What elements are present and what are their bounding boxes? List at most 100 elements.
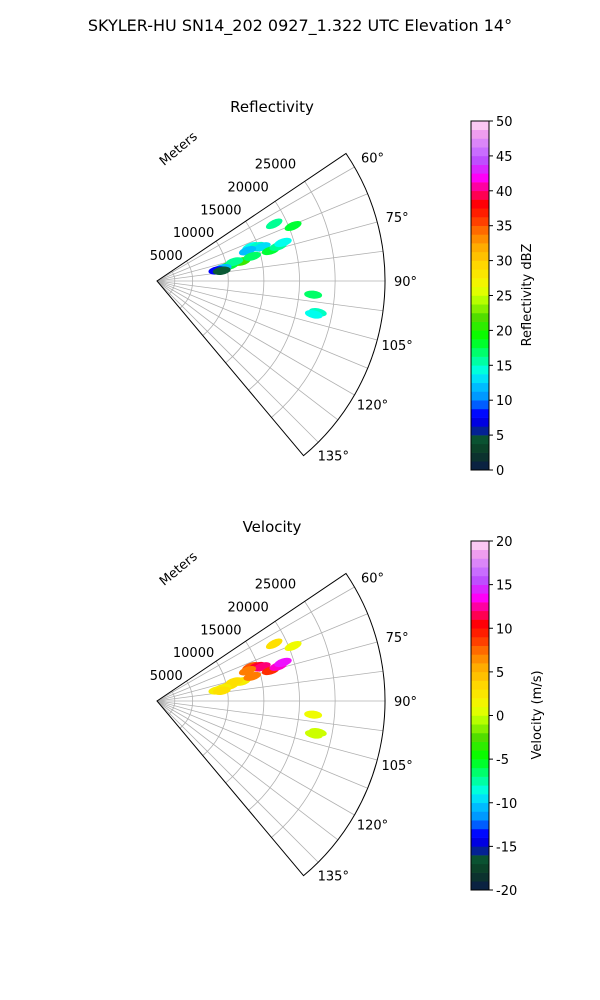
echo-cell <box>225 677 244 687</box>
azimuth-gridline <box>156 280 384 312</box>
colorbar-segment <box>471 182 489 192</box>
colorbar-segment <box>471 374 489 384</box>
colorbar-segment <box>471 243 489 253</box>
colorbar-segment <box>471 260 489 270</box>
velocity-colorbar-label: Velocity (m/s) <box>530 670 545 759</box>
colorbar-segment <box>471 147 489 157</box>
range-ring <box>225 221 265 364</box>
range-ring <box>202 240 229 336</box>
range-ring <box>271 601 336 838</box>
colorbar-segment <box>471 558 489 568</box>
echo-cell <box>243 251 261 261</box>
colorbar-segment <box>471 225 489 235</box>
colorbar-segment <box>471 837 489 847</box>
range-ring <box>225 641 265 784</box>
echo-cell <box>304 309 323 319</box>
reflectivity-panel: Reflectivity Meters Reflectivity dBZ 500… <box>150 98 535 479</box>
sector-frame <box>156 152 386 457</box>
colorbar-segment <box>471 426 489 436</box>
azimuth-gridline <box>156 700 368 789</box>
colorbar-tick-label: -5 <box>496 753 509 768</box>
colorbar-segment <box>471 628 489 638</box>
echo-cell <box>304 710 323 719</box>
colorbar-segment <box>471 881 489 891</box>
colorbar-segment <box>471 732 489 742</box>
range-tick-label: 20000 <box>227 180 268 195</box>
azimuth-tick-label: 90° <box>394 695 417 710</box>
colorbar-tick-label: -10 <box>496 797 517 812</box>
reflectivity-plot: 5000 10000 15000 20000 25000 60° 75° 90° 105° 120… <box>150 115 513 479</box>
colorbar-tick-label: 50 <box>496 115 513 130</box>
colorbar-segment <box>471 610 489 620</box>
range-tick-label: 15000 <box>200 623 241 638</box>
colorbar-segment <box>471 619 489 629</box>
colorbar-segment <box>471 164 489 174</box>
colorbar-segment <box>471 567 489 577</box>
colorbar-segment <box>471 863 489 873</box>
colorbar-tick-label: 10 <box>496 394 513 409</box>
sector-frame <box>156 572 386 877</box>
colorbar-segment <box>471 234 489 244</box>
azimuth-gridline <box>156 280 319 443</box>
range-tick-label: 5000 <box>150 249 183 264</box>
colorbar-segment <box>471 347 489 357</box>
colorbar-tick-label: -15 <box>496 840 517 855</box>
colorbar-segment <box>471 741 489 751</box>
colorbar-segment <box>471 382 489 392</box>
colorbar-segment <box>471 269 489 279</box>
colorbar-tick-label: 15 <box>496 359 513 374</box>
azimuth-tick-label: 105° <box>381 339 412 354</box>
echo-cell <box>265 218 283 230</box>
echo-cell <box>284 221 302 232</box>
colorbar-segment <box>471 365 489 375</box>
colorbar-tick-label: 35 <box>496 220 513 235</box>
colorbar-tick-label: 10 <box>496 622 513 637</box>
colorbar-segment <box>471 443 489 453</box>
colorbar-segment <box>471 794 489 804</box>
azimuth-tick-label: 105° <box>381 759 412 774</box>
colorbar-segment <box>471 356 489 366</box>
colorbar-segment <box>471 121 489 131</box>
azimuth-tick-label: 120° <box>357 398 388 413</box>
colorbar-tick-label: 20 <box>496 535 513 550</box>
colorbar-tick-label: 5 <box>496 666 504 681</box>
colorbar-segment <box>471 706 489 716</box>
echo-cell <box>212 266 231 275</box>
azimuth-gridline <box>156 700 319 863</box>
echo-cell <box>243 671 261 681</box>
colorbar-tick-label: 45 <box>496 150 513 165</box>
echo-cell <box>274 237 292 248</box>
range-tick-label: 10000 <box>173 646 214 661</box>
azimuth-tick-label: 90° <box>394 275 417 290</box>
colorbar-segment <box>471 435 489 445</box>
azimuth-tick-label: 75° <box>386 631 409 646</box>
colorbar-tick-label: 40 <box>496 185 513 200</box>
colorbar-segment <box>471 584 489 594</box>
colorbar-tick-label: 0 <box>496 464 504 479</box>
colorbar-tick-label: 20 <box>496 324 513 339</box>
azimuth-gridline <box>156 280 339 421</box>
colorbar-segment <box>471 173 489 183</box>
azimuth-tick-label: 120° <box>357 818 388 833</box>
velocity-title: Velocity <box>243 518 302 536</box>
velocity-range-label: Meters <box>157 549 201 589</box>
range-tick-label: 25000 <box>255 578 296 593</box>
azimuth-gridline <box>156 250 384 282</box>
colorbar-segment <box>471 724 489 734</box>
colorbar-tick-label: 0 <box>496 710 504 725</box>
colorbar-tick-label: -20 <box>496 884 517 899</box>
colorbar-segment <box>471 698 489 708</box>
azimuth-tick-label: 135° <box>318 869 349 884</box>
colorbar-segment <box>471 785 489 795</box>
colorbar-segment <box>471 461 489 471</box>
colorbar-segment <box>471 417 489 427</box>
colorbar-segment <box>471 855 489 865</box>
reflectivity-colorbar-label: Reflectivity dBZ <box>520 244 535 347</box>
velocity-plot: 5000 10000 15000 20000 25000 60° 75° 90° 105° 120… <box>150 535 517 899</box>
azimuth-gridline <box>156 700 355 816</box>
colorbar-segment <box>471 593 489 603</box>
colorbar-segment <box>471 129 489 139</box>
azimuth-gridline <box>156 280 378 341</box>
